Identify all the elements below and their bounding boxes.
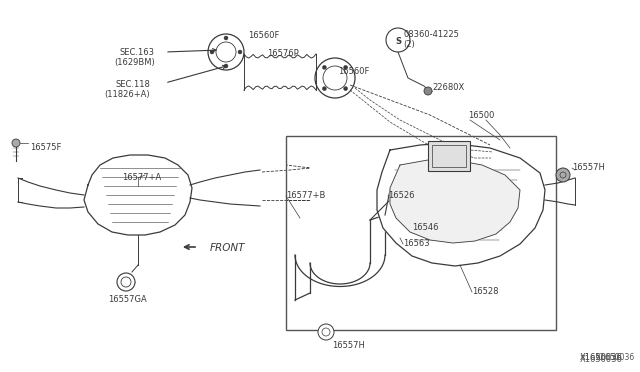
Circle shape <box>12 139 20 147</box>
Text: 16563: 16563 <box>403 240 429 248</box>
Text: 16557H: 16557H <box>332 340 365 350</box>
Bar <box>432 145 466 167</box>
Text: 16575F: 16575F <box>30 144 61 153</box>
Polygon shape <box>377 143 545 266</box>
Text: 22680X: 22680X <box>432 83 464 93</box>
Circle shape <box>556 168 570 182</box>
Bar <box>286 136 556 330</box>
Text: 16500: 16500 <box>468 110 494 119</box>
Circle shape <box>323 65 326 70</box>
Polygon shape <box>84 155 192 235</box>
Text: 16546: 16546 <box>412 224 438 232</box>
Polygon shape <box>18 178 84 208</box>
Text: 16560F: 16560F <box>248 32 280 41</box>
Circle shape <box>238 50 242 54</box>
Circle shape <box>318 324 334 340</box>
Circle shape <box>117 273 135 291</box>
Circle shape <box>344 65 348 70</box>
Text: 16577+B: 16577+B <box>286 192 325 201</box>
Text: 16576P: 16576P <box>267 48 299 58</box>
Circle shape <box>424 87 432 95</box>
Text: X1650036: X1650036 <box>596 353 635 362</box>
Circle shape <box>344 87 348 91</box>
Text: 16560F: 16560F <box>338 67 369 77</box>
Circle shape <box>323 87 326 91</box>
Text: 08360-41225
(2): 08360-41225 (2) <box>403 30 459 49</box>
Bar <box>428 141 470 171</box>
Text: 16557GA: 16557GA <box>108 295 147 305</box>
Circle shape <box>224 36 228 40</box>
Text: X1650036: X1650036 <box>580 353 623 362</box>
Text: SEC.118
(11826+A): SEC.118 (11826+A) <box>104 80 150 99</box>
Circle shape <box>210 50 214 54</box>
Text: 16528: 16528 <box>472 288 499 296</box>
Text: SEC.163
(1629BM): SEC.163 (1629BM) <box>115 48 155 67</box>
Text: 16557H: 16557H <box>572 164 605 173</box>
Text: S: S <box>395 36 401 45</box>
Text: 16577+A: 16577+A <box>122 173 161 183</box>
Text: FRONT: FRONT <box>210 243 246 253</box>
Text: X1650036: X1650036 <box>580 356 623 365</box>
Circle shape <box>224 64 228 68</box>
Text: 16526: 16526 <box>388 192 415 201</box>
Polygon shape <box>390 160 520 243</box>
